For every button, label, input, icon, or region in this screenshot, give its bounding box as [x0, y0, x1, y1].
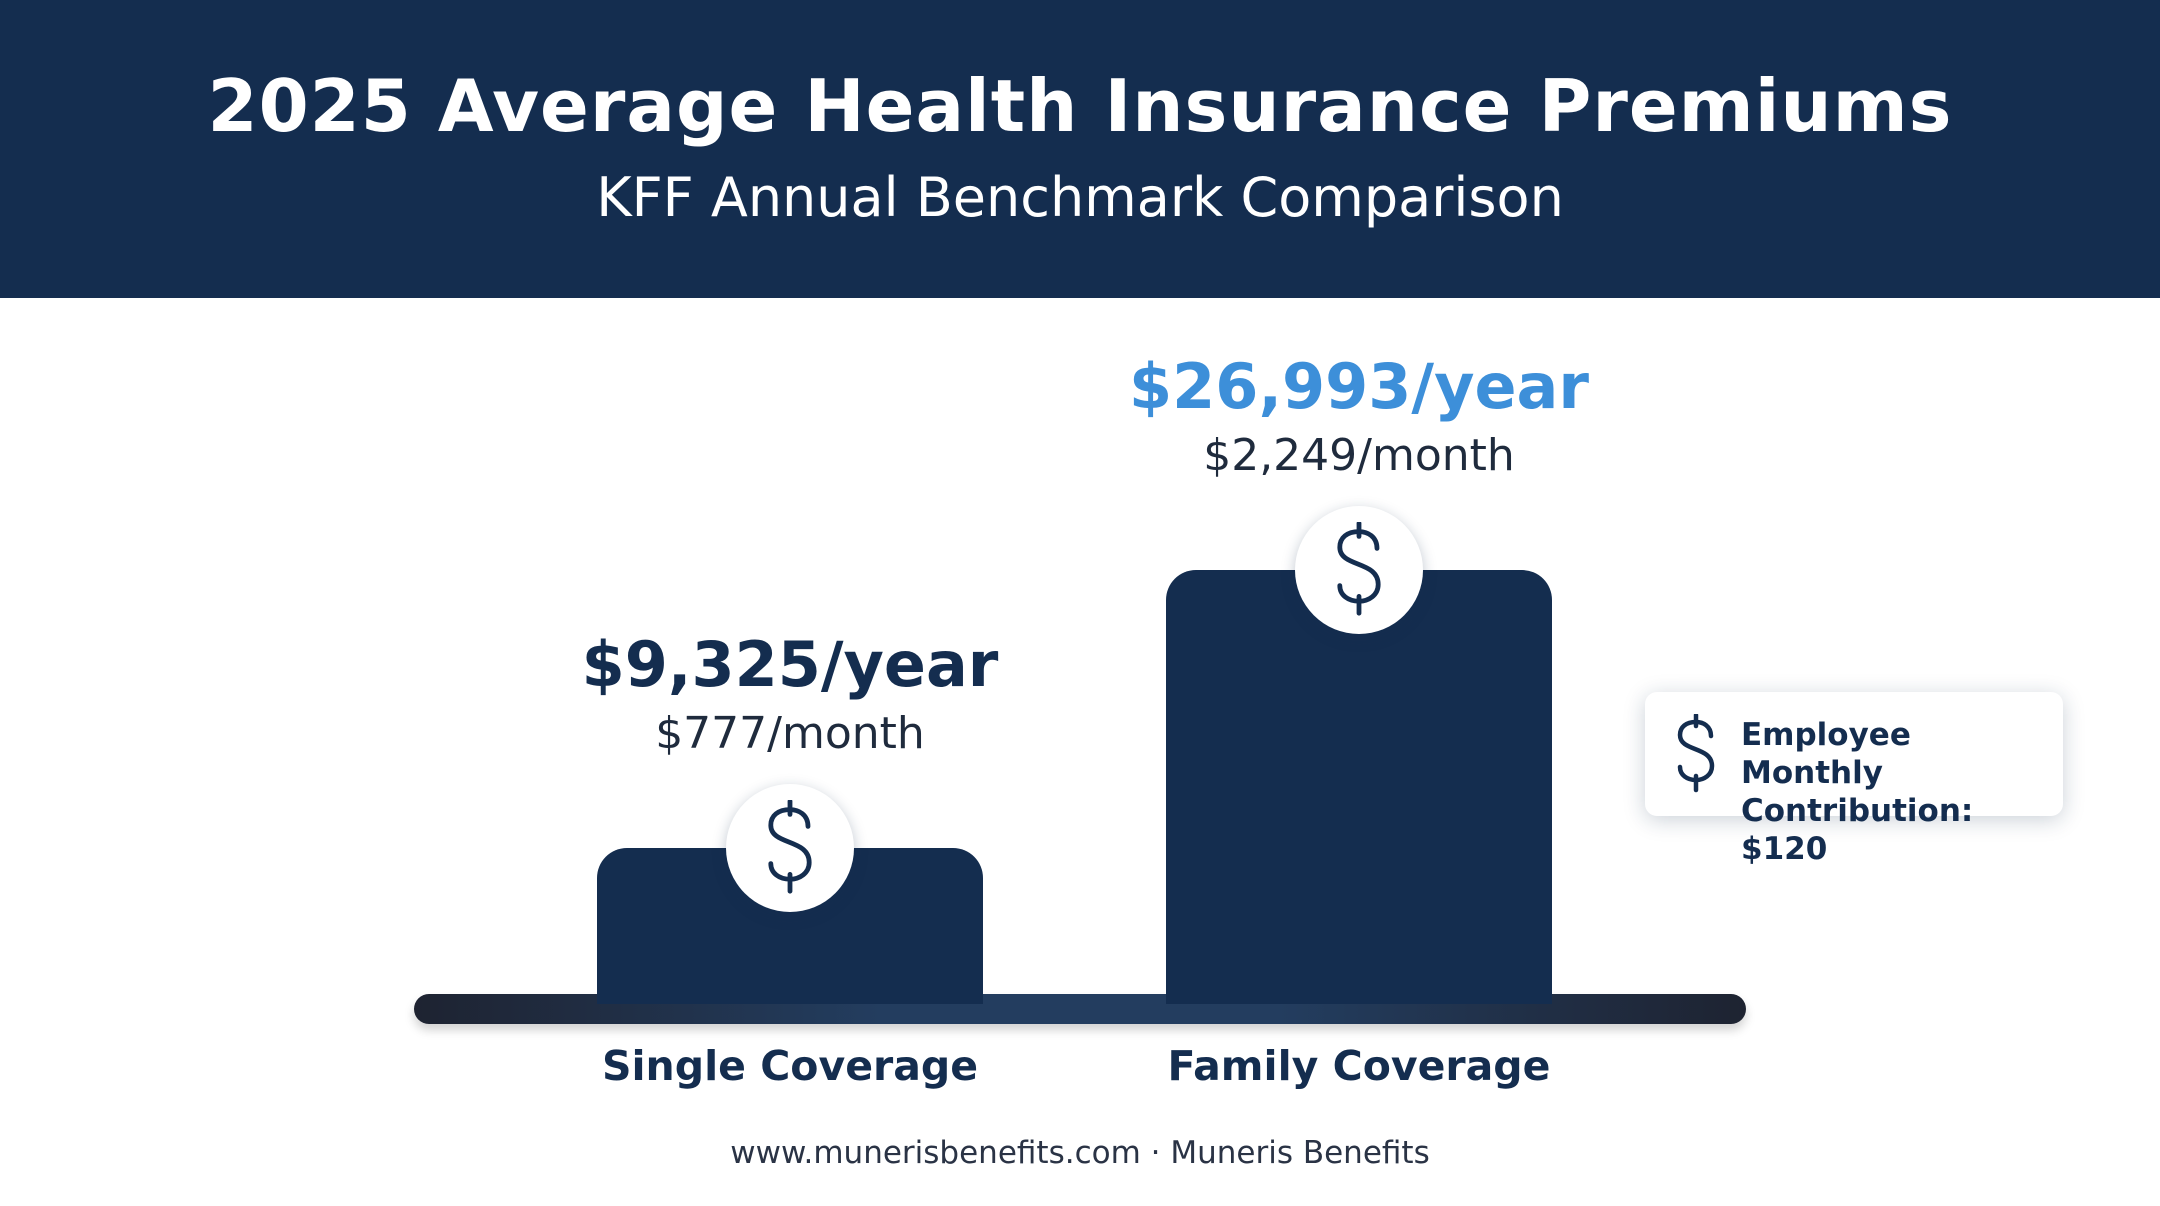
chart-title: 2025 Average Health Insurance Premiums	[207, 64, 1953, 148]
dollar-sign-icon	[768, 800, 812, 894]
monthly-value-label-0: $777/month	[655, 708, 925, 759]
note-line-2: Contribution: $120	[1741, 793, 1974, 867]
bar-1	[1166, 570, 1552, 1004]
monthly-value-label-1: $2,249/month	[1203, 430, 1515, 481]
header-banner: 2025 Average Health Insurance Premiums K…	[0, 0, 2160, 298]
footer-credit: www.munerisbenefits.com · Muneris Benefi…	[730, 1135, 1430, 1171]
employee-contribution-card: Employee Monthly Contribution: $120	[1645, 692, 2063, 867]
chart-subtitle: KFF Annual Benchmark Comparison	[596, 166, 1564, 229]
bar-badge-1	[1295, 506, 1423, 634]
category-label-0: Single Coverage	[601, 1042, 979, 1090]
category-label-1: Family Coverage	[1167, 1042, 1551, 1090]
annual-value-label-1: $26,993/year	[1129, 350, 1589, 423]
dollar-sign-icon	[1677, 714, 1715, 793]
bar-badge-0	[726, 784, 854, 912]
annual-value-label-0: $9,325/year	[581, 628, 999, 701]
employee-contribution-text: Employee Monthly Contribution: $120	[1741, 716, 2051, 868]
note-line-1: Employee Monthly	[1741, 717, 1911, 791]
dollar-sign-icon	[1337, 522, 1381, 616]
